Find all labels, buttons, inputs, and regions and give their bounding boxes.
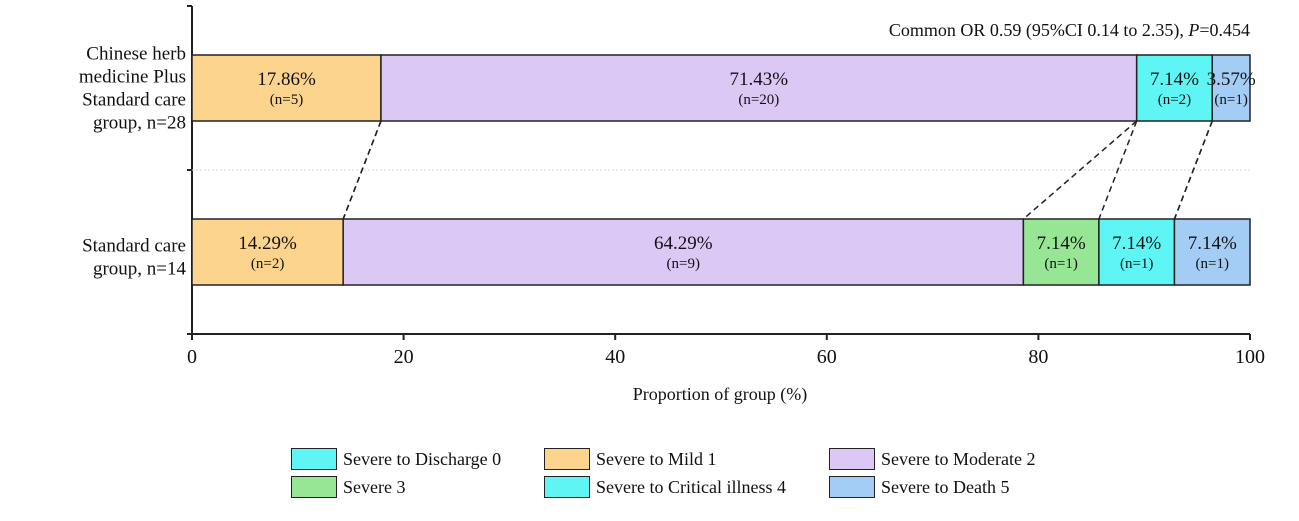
group-label-line: group, n=14 xyxy=(93,259,187,280)
legend-label: Severe to Moderate 2 xyxy=(881,448,1036,469)
segment-count-label: (n=9) xyxy=(667,256,700,272)
segment-percent-label: 7.14% xyxy=(1188,233,1237,254)
legend-label: Severe to Critical illness 4 xyxy=(596,476,786,497)
bar-segment xyxy=(1022,218,1100,286)
bars: 17.86% (n=5) 71.43% (n=20) 7.14% (n=2) 3.57% (n… xyxy=(191,54,1256,286)
group-label-line: Chinese herb xyxy=(86,44,186,65)
segment-count-label: (n=5) xyxy=(270,92,303,108)
legend-swatch xyxy=(291,448,337,470)
odds-ratio-annotation: Common OR 0.59 (95%CI 0.14 to 2.35), P=0… xyxy=(889,20,1250,41)
segment-count-label: (n=2) xyxy=(1158,92,1191,108)
bar-segment xyxy=(1173,218,1251,286)
connector-line xyxy=(342,120,382,220)
group-label-line: Standard care xyxy=(82,236,186,257)
x-tick-label: 0 xyxy=(187,346,197,368)
connector-line xyxy=(1098,120,1138,220)
legend-swatch xyxy=(291,476,337,498)
connector-lines xyxy=(342,120,1213,220)
segment-percent-label: 64.29% xyxy=(654,233,713,254)
legend-item: Severe 3 xyxy=(291,474,405,500)
legend-item: Severe to Death 5 xyxy=(829,474,1009,500)
legend-item: Severe to Mild 1 xyxy=(544,446,716,472)
bar-segment xyxy=(380,54,1138,122)
legend: Severe to Discharge 0 Severe to Mild 1 Sev… xyxy=(291,446,1091,502)
segment-percent-label: 7.14% xyxy=(1150,69,1199,90)
bar-segment xyxy=(1098,218,1176,286)
legend-label: Severe to Discharge 0 xyxy=(343,448,502,469)
legend-label: Severe to Mild 1 xyxy=(596,448,717,469)
segment-count-label: (n=1) xyxy=(1044,256,1077,272)
segment-count-label: (n=20) xyxy=(738,92,779,108)
legend-swatch xyxy=(544,476,590,498)
segment-percent-label: 17.86% xyxy=(257,69,316,90)
connector-line xyxy=(1173,120,1213,220)
legend-swatch xyxy=(544,448,590,470)
x-tick-label: 60 xyxy=(817,346,837,368)
x-tick-label: 40 xyxy=(605,346,625,368)
legend-label: Severe 3 xyxy=(343,476,406,497)
segment-percent-label: 3.57% xyxy=(1207,69,1256,90)
segment-count-label: (n=1) xyxy=(1214,92,1247,108)
group-label-line: Standard care xyxy=(82,90,186,111)
bar-segment xyxy=(1211,54,1251,122)
connector-line xyxy=(1022,120,1138,220)
bar-segment xyxy=(191,218,344,286)
legend-swatch xyxy=(829,476,875,498)
bar-segment xyxy=(191,54,382,122)
bar-segment xyxy=(342,218,1025,286)
group-label-line: medicine Plus xyxy=(79,67,186,88)
bar-segment xyxy=(1135,54,1213,122)
x-tick-label: 20 xyxy=(394,346,414,368)
x-axis-label: Proportion of group (%) xyxy=(633,384,807,405)
segment-count-label: (n=1) xyxy=(1120,256,1153,272)
x-tick-label: 100 xyxy=(1235,346,1265,368)
group-label-line: group, n=28 xyxy=(93,113,186,134)
x-tick-label: 80 xyxy=(1028,346,1048,368)
segment-percent-label: 71.43% xyxy=(730,69,789,90)
legend-item: Severe to Discharge 0 xyxy=(291,446,501,472)
legend-label: Severe to Death 5 xyxy=(881,476,1010,497)
legend-item: Severe to Moderate 2 xyxy=(829,446,1035,472)
segment-percent-label: 14.29% xyxy=(238,233,297,254)
stacked-bar-chart: Common OR 0.59 (95%CI 0.14 to 2.35), P=0… xyxy=(79,5,1265,405)
axes: 0 20 40 60 80 100 xyxy=(187,5,1265,368)
legend-swatch xyxy=(829,448,875,470)
legend-item: Severe to Critical illness 4 xyxy=(544,474,786,500)
segment-percent-label: 7.14% xyxy=(1037,233,1086,254)
segment-percent-label: 7.14% xyxy=(1112,233,1161,254)
segment-count-label: (n=1) xyxy=(1196,256,1229,272)
segment-count-label: (n=2) xyxy=(251,256,284,272)
